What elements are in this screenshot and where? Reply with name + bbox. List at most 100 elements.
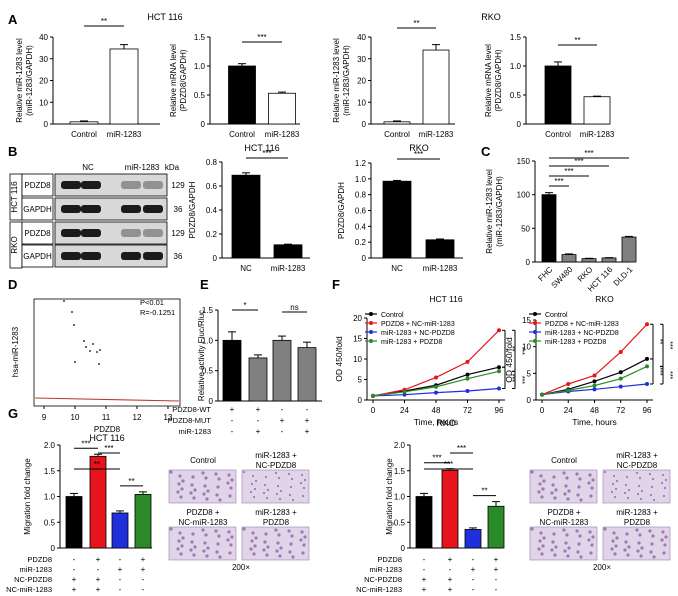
F1-y-tick-label: 0 — [358, 396, 363, 405]
blot-row-label: PDZD8 — [24, 181, 51, 190]
A4-y-label: (PDZD8/GAPDH) — [494, 49, 503, 112]
blot-lane-strip — [54, 221, 168, 245]
F1-sig-label: *** — [508, 374, 515, 382]
A3-y-tick-label: 0 — [362, 120, 367, 129]
A3-sig-label: ** — [413, 19, 419, 28]
G1-micro-cell — [299, 538, 303, 542]
C-sig-label: *** — [564, 167, 573, 176]
E-row-mark: + — [280, 416, 285, 425]
B2-y-tick-label: 0.4 — [355, 222, 367, 231]
G1-micro-cell — [201, 471, 205, 475]
G1-micro-cell — [191, 532, 195, 536]
A2-y-tick-label: 0 — [201, 120, 206, 129]
G2-micro-cell — [550, 548, 554, 552]
G1-y-tick-label: 1.0 — [44, 493, 56, 502]
C-bar — [561, 254, 577, 263]
G2-micro-cell — [660, 538, 664, 542]
D-point — [71, 311, 73, 313]
F2-legend-label: Control — [545, 312, 568, 319]
E-bar — [222, 339, 242, 402]
E-row-mark: - — [281, 405, 284, 414]
G2-micro-cell — [664, 478, 668, 482]
G2-micro-cell — [612, 531, 616, 535]
G2-row-mark: + — [494, 565, 499, 574]
G2-y-label: Migration fold change — [385, 458, 394, 535]
F2-legend-label: miR-1283 + PDZD8 — [545, 339, 606, 346]
G2-sig-label: *** — [457, 444, 466, 453]
G1-micro-cell — [275, 549, 279, 553]
C-y-label: Relative miR-1283 level — [485, 169, 494, 254]
G1-bar — [65, 496, 83, 549]
G1-row-label: NC-PDZD8 — [14, 575, 52, 584]
A4-x-tick-label: miR-1283 — [580, 130, 615, 139]
G1-micro-cell — [202, 492, 206, 496]
blot-row-label: PDZD8 — [24, 229, 51, 238]
F2-x-tick-label: 0 — [540, 406, 545, 415]
G2-bar — [487, 505, 505, 549]
A2-x-tick-label: miR-1283 — [265, 130, 300, 139]
G2-micro-label-b: PDZD8 + — [547, 508, 580, 517]
G2-micro-label-c: miR-1283 + — [616, 508, 658, 517]
A2-bar — [268, 92, 296, 125]
G1-micro-cell — [252, 552, 256, 556]
blot-kda-value: 36 — [174, 205, 183, 214]
F2-series-point — [645, 322, 649, 327]
G2-y-tick-label: 0.5 — [394, 518, 406, 527]
F2-series-point — [645, 356, 649, 361]
G1-micro-cell — [289, 485, 293, 489]
G1-micro-cell — [178, 474, 182, 478]
G1-row-mark: + — [141, 565, 146, 574]
F2-y-tick-label: 5 — [527, 369, 532, 378]
A3-title: RKO — [481, 12, 501, 22]
G1-micro-cell — [263, 483, 267, 487]
A3-y-label: Relative miR-1283 level — [332, 38, 341, 123]
G2-y-tick-label: 0 — [401, 544, 406, 553]
G1-micro-cell — [177, 482, 181, 486]
A4-y-tick-label: 1.0 — [510, 62, 522, 71]
blot-band — [143, 181, 163, 189]
D-fit-line — [34, 397, 180, 402]
G2-micro-cell — [662, 494, 666, 498]
G2-micro-cell — [551, 540, 555, 544]
G2-micro-cell — [638, 476, 642, 480]
D-point — [92, 343, 94, 345]
blot-band — [81, 229, 101, 237]
F2-y-tick-label: 15 — [522, 316, 531, 325]
C-x-tick-label: SW480 — [549, 265, 574, 290]
G2-micro-cell — [554, 545, 558, 549]
C-x-tick-label: DLD-1 — [612, 265, 635, 288]
B1-y-label: PDZD8/GAPDH — [188, 181, 197, 238]
G1-bar — [111, 512, 129, 549]
D-point — [89, 350, 91, 352]
blot-kda-value: 129 — [171, 229, 185, 238]
panel-letter-G: G — [8, 406, 18, 421]
G2-micro-cell — [615, 479, 619, 483]
F1-series-point — [497, 365, 501, 370]
D-y-label: hsa-miR-1283 — [11, 326, 20, 377]
D-annotation: R=-0.1251 — [140, 308, 175, 317]
G1-micro-cell — [203, 484, 207, 488]
D-x-tick-label: 9 — [42, 413, 47, 422]
F1-legend-marker — [369, 312, 373, 316]
F2-sig-label: ** — [656, 339, 663, 345]
B1-bar — [231, 174, 261, 259]
G2-micro-cell — [610, 547, 614, 551]
G2-micro-cell — [539, 474, 543, 478]
F1-legend-label: miR-1283 + PDZD8 — [381, 339, 442, 346]
G2-micro-cell — [537, 547, 541, 551]
G2-micro-cell — [650, 542, 654, 546]
C-bar — [581, 258, 597, 263]
blot-col-mir: miR-1283 — [125, 163, 160, 172]
G2-micro-cell — [613, 552, 617, 556]
E-row-mark: - — [306, 405, 309, 414]
blot-band — [61, 229, 81, 237]
G2-micro-cell — [615, 536, 619, 540]
F1-x-tick-label: 96 — [495, 406, 504, 415]
F1-y-label: OD 450/fold — [334, 336, 344, 382]
G1-micro-cell — [262, 548, 266, 552]
G1-micro-label-a2: NC-PDZD8 — [256, 461, 297, 470]
G1-micro-cell — [218, 555, 222, 559]
B1-y-tick-label: 0 — [213, 254, 218, 263]
F1-legend-label: Control — [381, 312, 404, 319]
panel-letter-C: C — [481, 144, 491, 159]
